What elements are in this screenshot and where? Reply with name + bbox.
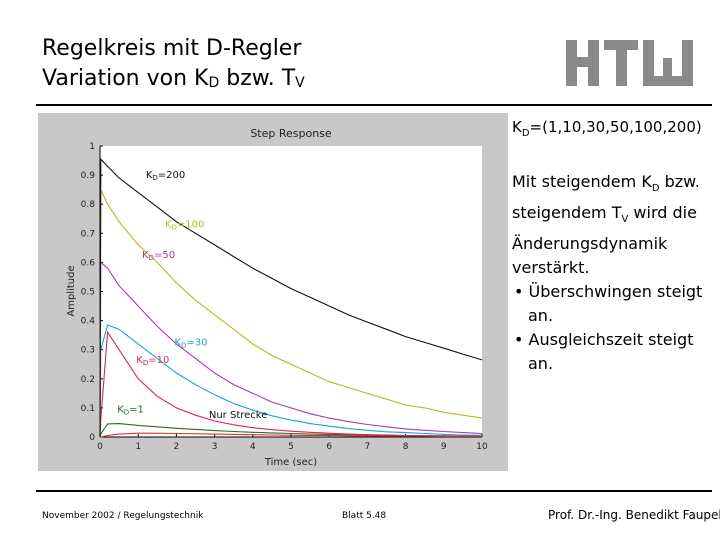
title-subscript: D: [208, 75, 220, 91]
plot-area: [100, 146, 482, 437]
y-tick-label: 0.1: [81, 404, 95, 414]
step-response-chart: Step Response Time (sec) Amplitude 0 1 2 3 4…: [66, 127, 488, 468]
slide-title: Regelkreis mit D-Regler Variation von KD…: [42, 34, 305, 98]
series-annotation: KD=1: [117, 404, 144, 416]
description: Mit steigendem KD bzw. steigendem TV wir…: [512, 170, 712, 376]
series-line: [99, 261, 483, 438]
header-divider: [36, 104, 712, 106]
annotation-layer: KD=200 KD=100 KD=50 KD=30 KD=10 KD=1 Nur Strec…: [117, 170, 267, 421]
x-tick-label: 1: [135, 442, 141, 452]
kd-subscript: D: [521, 128, 530, 139]
x-tick-label: 4: [250, 442, 256, 452]
y-tick-label: 0.4: [81, 317, 96, 327]
y-tick-label: 0.2: [81, 375, 95, 385]
x-tick-label: 8: [403, 442, 409, 452]
y-tick-label: 0.3: [81, 346, 95, 356]
y-tick-label: 0.5: [81, 288, 95, 298]
series-annotation: KD=100: [165, 219, 204, 231]
desc-part: bzw. steigendem T: [512, 172, 700, 223]
series-annotation: KD=200: [146, 170, 185, 182]
desc-part: Mit steigendem K: [512, 172, 652, 191]
desc-subscript: V: [621, 214, 629, 226]
y-tick-label: 0.6: [81, 258, 96, 268]
x-tick-label: 0: [97, 442, 103, 452]
x-tick-label: 6: [326, 442, 332, 452]
series-annotation: KD=50: [142, 250, 175, 262]
y-tick-label: 0.9: [81, 171, 96, 181]
desc-subscript: D: [651, 183, 660, 195]
title-subscript: V: [295, 75, 305, 91]
bullet-settling: • Ausgleichszeit steigt an.: [514, 330, 694, 374]
y-tick-label: 0.8: [81, 200, 96, 210]
x-tick-label: 2: [174, 442, 180, 452]
kd-text: =(1,10,30,50,100,200): [529, 118, 702, 136]
x-tick-label: 3: [212, 442, 218, 452]
footer-divider: [36, 490, 712, 492]
slide-title-line1: Regelkreis mit D-Regler: [42, 36, 302, 61]
title-text-part: Variation von K: [42, 66, 209, 91]
series-annotation: Nur Strecke: [209, 410, 268, 421]
slide-title-line2: Variation von KD bzw. TV: [42, 64, 305, 98]
y-axis-label: Amplitude: [66, 265, 77, 316]
desc-part: wird die Änderungsdynamik verstärkt.: [512, 203, 697, 278]
chart-figure: Step Response Time (sec) Amplitude 0 1 2 3 4…: [38, 113, 508, 471]
footer-left: November 2002 / Regelungstechnik: [42, 511, 204, 521]
bullet-overshoot: • Überschwingen steigt an.: [514, 282, 703, 326]
x-tick-label: 7: [365, 442, 371, 452]
y-tick-label: 0.7: [81, 229, 95, 239]
footer-page: Blatt 5.48: [342, 511, 387, 521]
y-tick-label: 0: [89, 433, 95, 443]
series-annotation: KD=30: [174, 337, 207, 349]
footer-author: Prof. Dr.-Ing. Benedikt Faupel: [548, 508, 720, 522]
series-layer: [99, 157, 483, 438]
chart-title: Step Response: [250, 127, 332, 140]
series-line: [99, 330, 483, 438]
x-tick-label: 9: [441, 442, 447, 452]
htw-logo: [566, 40, 693, 86]
series-line: [99, 324, 483, 438]
kd-text: K: [512, 118, 522, 136]
x-tick-label: 5: [288, 442, 294, 452]
description-text: Mit steigendem KD bzw. steigendem TV wir…: [512, 170, 712, 280]
series-line: [99, 189, 483, 438]
x-tick-label: 10: [476, 442, 488, 452]
kd-values-label: KD=(1,10,30,50,100,200): [512, 118, 702, 139]
y-tick-label: 1: [89, 142, 95, 152]
series-annotation: KD=10: [136, 355, 169, 367]
x-axis-label: Time (sec): [264, 457, 317, 468]
title-text-part: bzw. T: [219, 66, 296, 91]
series-line: [99, 157, 483, 438]
